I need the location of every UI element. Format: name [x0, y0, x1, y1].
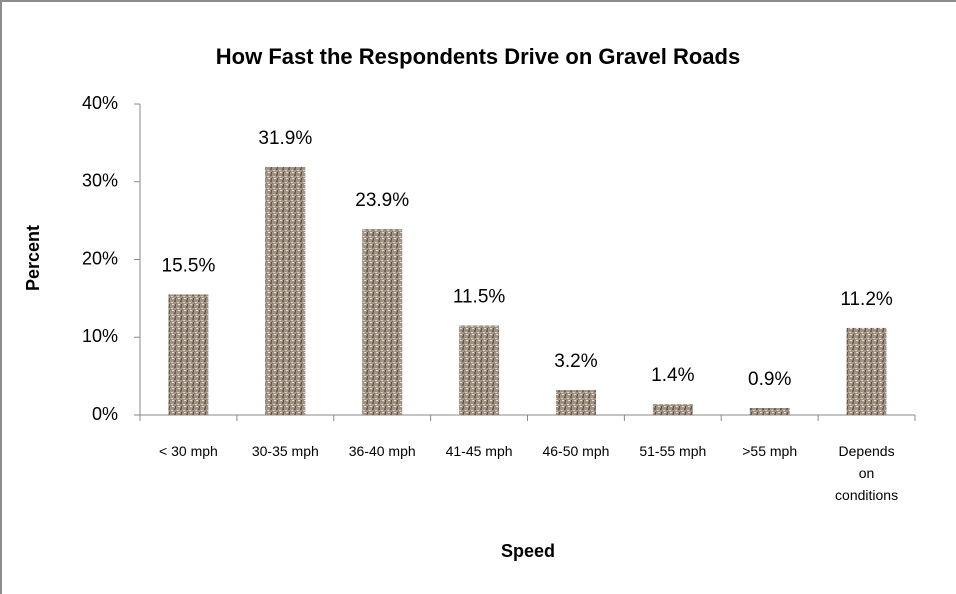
x-tick-label: 46-50 mph [542, 443, 610, 459]
x-tick-label: 36-40 mph [348, 443, 416, 459]
bar [459, 325, 500, 415]
data-label: 3.2% [554, 351, 597, 372]
x-tick-label: Depends on conditions [835, 443, 899, 503]
data-label: 15.5% [162, 256, 216, 277]
bar [749, 408, 790, 415]
bar [168, 294, 209, 415]
data-label: 11.5% [453, 287, 506, 308]
data-label: 23.9% [355, 190, 409, 211]
bar [362, 229, 403, 415]
y-tick-label: 20% [82, 248, 118, 268]
data-label: 31.9% [258, 128, 312, 149]
bar [846, 327, 887, 415]
x-axis-label: Speed [501, 541, 555, 561]
bar [265, 166, 306, 415]
y-tick-label: 40% [82, 93, 118, 113]
bar [555, 390, 596, 415]
data-label: 1.4% [651, 365, 694, 386]
chart-title: How Fast the Respondents Drive on Gravel… [216, 44, 740, 69]
x-tick-label: >55 mph [742, 443, 798, 459]
x-tick-label: 30-35 mph [251, 443, 319, 459]
x-tick-label: < 30 mph [159, 443, 218, 459]
bar [652, 404, 693, 415]
data-label: 0.9% [748, 369, 791, 390]
x-tick-label: 51-55 mph [639, 443, 707, 459]
y-tick-label: 30% [82, 171, 118, 191]
x-tick-label: 41-45 mph [445, 443, 513, 459]
y-tick-label: 0% [92, 404, 118, 424]
data-label: 11.2% [840, 289, 893, 310]
y-axis-label: Percent [23, 225, 43, 291]
y-tick-label: 10% [82, 326, 118, 346]
